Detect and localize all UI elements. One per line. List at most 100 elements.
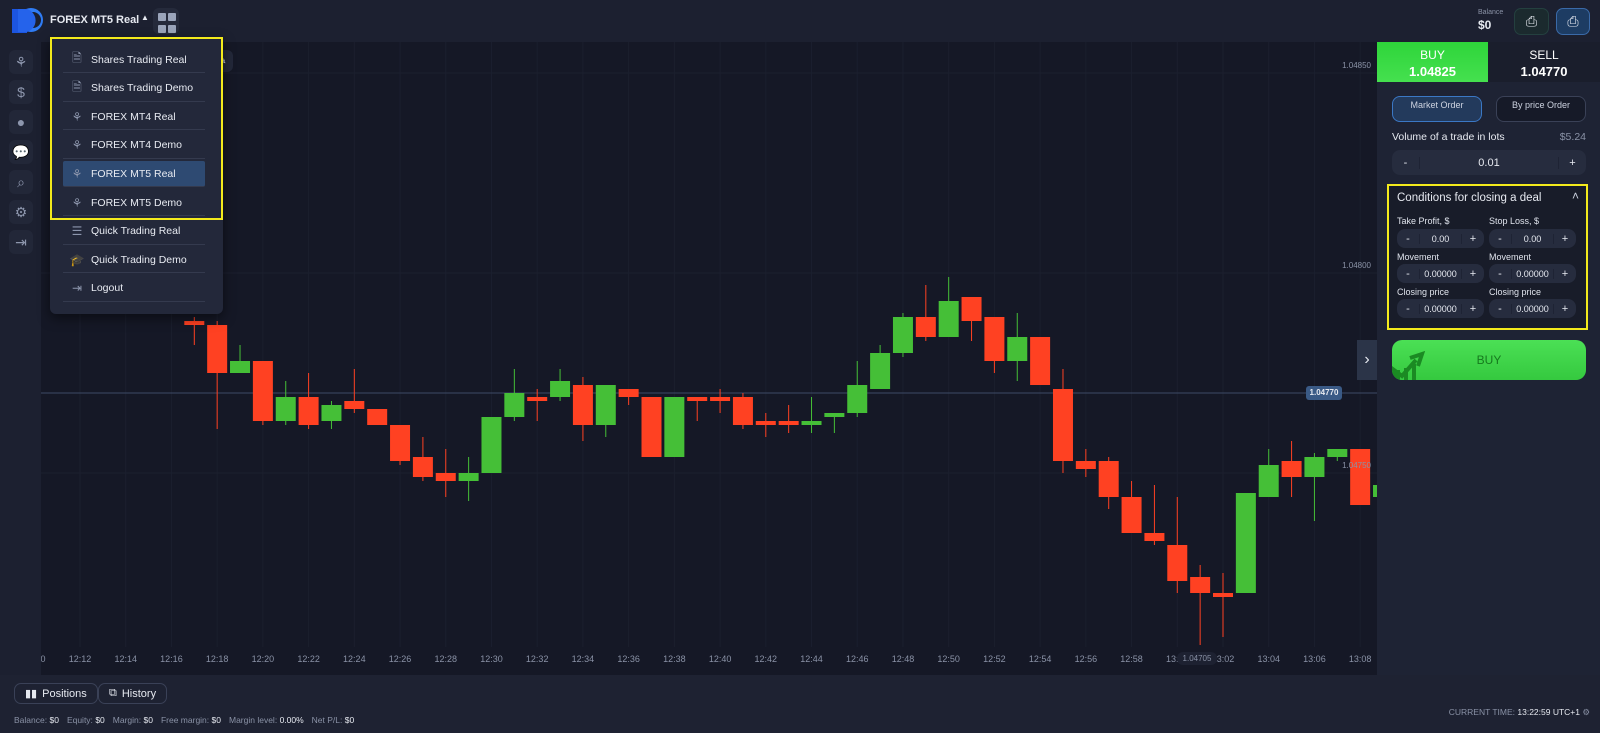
ctp-increase-button[interactable]: + — [1469, 302, 1477, 315]
dropdown-item[interactable]: 🎓 Quick Trading Demo — [63, 247, 205, 274]
analytics-search-icon[interactable]: ⌕ — [9, 170, 33, 194]
tab-sell[interactable]: SELL 1.04770 — [1488, 42, 1600, 82]
candle-body — [892, 317, 913, 353]
closing-price-sl-label: Closing price — [1489, 287, 1542, 297]
buy-button[interactable]: BUY — [1392, 340, 1586, 380]
time-tick-label: 12:58 — [1120, 654, 1143, 664]
forex-icon: ⚘ — [71, 195, 83, 210]
market-order-button[interactable]: Market Order — [1392, 96, 1482, 122]
stat-item: Equity: $0 — [67, 715, 105, 725]
candle-body — [1235, 493, 1256, 593]
caret-up-icon[interactable]: ▲ — [141, 13, 149, 22]
trade-panel: BUY 1.04825 SELL 1.04770 Market Order By p… — [1377, 42, 1600, 675]
dropdown-item[interactable]: ⚘ FOREX MT5 Demo — [63, 190, 205, 216]
gear-icon[interactable]: ⚙ — [1582, 707, 1590, 717]
closing-price-tp-stepper[interactable]: -0.00000 + — [1397, 299, 1484, 318]
time-tick-label: 12:46 — [845, 654, 869, 664]
closing-price-sl-input[interactable]: 0.00000 — [1511, 303, 1554, 314]
time-tick-label: 12:50 — [937, 654, 960, 664]
closing-price-sl-stepper[interactable]: -0.00000 + — [1489, 299, 1576, 318]
candle-body — [252, 361, 273, 421]
withdraw-button[interactable]: ⎙ — [1556, 8, 1590, 35]
take-profit-label: Take Profit, $ — [1397, 216, 1450, 226]
deposit-button[interactable]: ⎙ — [1514, 8, 1549, 35]
document-chart-icon: 🗎 — [72, 79, 82, 94]
account-title[interactable]: FOREX MT5 Real — [50, 14, 140, 26]
mtp-increase-button[interactable]: + — [1469, 267, 1477, 280]
volume-decrease-button[interactable]: - — [1403, 156, 1408, 169]
stop-loss-label: Stop Loss, $ — [1489, 216, 1540, 226]
apps-grid-button[interactable] — [153, 8, 179, 34]
candle-body — [824, 413, 845, 417]
stat-value: $0 — [344, 715, 355, 725]
gear-icon[interactable]: ⚙ — [9, 200, 33, 224]
volume-stepper[interactable]: - 0.01 + — [1392, 150, 1586, 175]
stop-loss-stepper[interactable]: -0.00 + — [1489, 229, 1576, 248]
msl-decrease-button[interactable]: - — [1498, 267, 1502, 280]
volume-increase-button[interactable]: + — [1569, 156, 1576, 169]
volume-input[interactable]: 0.01 — [1419, 156, 1559, 169]
conditions-title: Conditions for closing a deal — [1397, 192, 1542, 204]
history-label: History — [121, 687, 157, 700]
volume-label: Volume of a trade in lots — [1392, 131, 1505, 143]
mtp-decrease-button[interactable]: - — [1406, 267, 1410, 280]
time-tick-label: 12:22 — [297, 654, 320, 664]
sl-decrease-button[interactable]: - — [1498, 232, 1502, 245]
forex-icon: ⚘ — [71, 109, 83, 124]
time-tick-label: 12:52 — [983, 654, 1006, 664]
buy-tab-label: BUY — [1420, 48, 1445, 62]
candle-body — [1327, 449, 1348, 457]
movement-tp-input[interactable]: 0.00000 — [1419, 268, 1462, 279]
time-tick-label: 12:56 — [1074, 654, 1098, 664]
candle-body — [527, 397, 548, 401]
dropdown-item[interactable]: ☰ Quick Trading Real — [63, 219, 205, 245]
tp-decrease-button[interactable]: - — [1406, 232, 1410, 245]
user-icon[interactable]: ● — [9, 110, 33, 134]
dropdown-item[interactable]: ⚘ FOREX MT4 Demo — [63, 133, 205, 159]
dollar-icon[interactable]: $ — [9, 80, 33, 104]
movement-sl-stepper[interactable]: -0.00000 + — [1489, 264, 1576, 283]
positions-button[interactable]: ▮▮ Positions — [14, 683, 98, 704]
dropdown-item[interactable]: ⚘ FOREX MT5 Real — [63, 161, 205, 188]
stat-label: Free margin: — [160, 715, 210, 725]
candle-body — [778, 421, 799, 425]
sell-tab-label: SELL — [1529, 48, 1559, 62]
tab-buy[interactable]: BUY 1.04825 — [1377, 42, 1488, 82]
csl-decrease-button[interactable]: - — [1498, 302, 1502, 315]
movement-tp-stepper[interactable]: -0.00000 + — [1397, 264, 1484, 283]
dropdown-item[interactable]: ⚘ FOREX MT4 Real — [63, 104, 205, 131]
candle-body — [1258, 465, 1279, 497]
csl-increase-button[interactable]: + — [1561, 302, 1569, 315]
msl-increase-button[interactable]: + — [1561, 267, 1569, 280]
candle-body — [390, 425, 411, 461]
take-profit-input[interactable]: 0.00 — [1419, 233, 1462, 244]
candle-body — [458, 473, 479, 481]
dropdown-item[interactable]: ⇥ Logout — [63, 276, 205, 302]
document-chart-icon: 🗎 — [72, 51, 82, 65]
dropdown-item-label: Quick Trading Demo — [91, 253, 187, 266]
candle-body — [572, 385, 593, 425]
time-tick-label: 12:32 — [525, 654, 549, 664]
movement-sl-input[interactable]: 0.00000 — [1511, 268, 1554, 279]
forex-icon[interactable]: ⚘ — [9, 50, 33, 74]
stop-loss-input[interactable]: 0.00 — [1511, 233, 1554, 244]
by-price-order-button[interactable]: By price Order — [1496, 96, 1586, 122]
dropdown-item[interactable]: 🗎 Shares Trading Demo — [63, 76, 205, 102]
closing-price-tp-input[interactable]: 0.00000 — [1419, 303, 1462, 314]
closing-price-tp-label: Closing price — [1397, 287, 1450, 297]
tp-increase-button[interactable]: + — [1469, 232, 1477, 245]
expand-panel-button[interactable]: › — [1357, 340, 1377, 380]
chevron-up-icon[interactable]: ˄ — [1571, 189, 1579, 203]
dropdown-item-label: FOREX MT4 Real — [91, 110, 176, 123]
price-chart[interactable]: ✎ 12:1012:1212:1412:1612:1812:2012:2212:… — [41, 42, 1377, 675]
sl-increase-button[interactable]: + — [1561, 232, 1569, 245]
chat-icon[interactable]: 💬 — [9, 140, 33, 164]
logout-icon[interactable]: ⇥ — [9, 230, 33, 254]
ctp-decrease-button[interactable]: - — [1406, 302, 1410, 315]
price-tick-label: 1.04750 — [1342, 461, 1371, 470]
dropdown-item[interactable]: 🗎 Shares Trading Real — [63, 47, 205, 73]
history-button[interactable]: ⧉ History — [98, 683, 168, 704]
candle-body — [1144, 533, 1165, 541]
take-profit-stepper[interactable]: -0.00 + — [1397, 229, 1484, 248]
highlight-box-conditions — [1387, 184, 1588, 330]
